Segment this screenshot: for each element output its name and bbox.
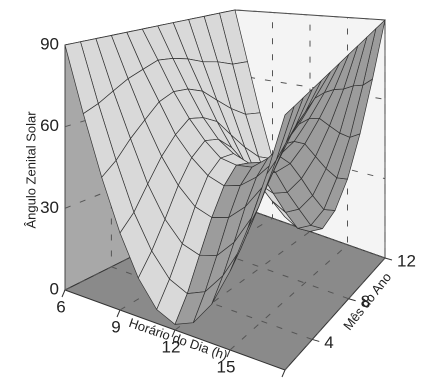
x-tick-label: 6 — [56, 297, 65, 316]
y-tick — [312, 338, 320, 342]
grid-line — [110, 35, 313, 340]
x-tick-label: 18 — [272, 377, 291, 379]
y-tick-label: 8 — [361, 292, 370, 311]
x-tick — [281, 369, 286, 378]
y-tick — [348, 298, 356, 302]
x-tick-label: 15 — [217, 357, 236, 376]
plot — [61, 9, 393, 378]
z-axis-label: Ângulo Zenital Solar — [23, 111, 38, 229]
x-tick — [226, 349, 231, 358]
y-tick — [384, 257, 393, 261]
z-tick-label: 0 — [50, 279, 59, 298]
y-tick-label: 4 — [324, 333, 333, 352]
z-tick-label: 90 — [40, 34, 59, 53]
x-tick-label: 12 — [162, 337, 181, 356]
x-tick — [116, 309, 121, 318]
z-tick-label: 60 — [40, 116, 59, 135]
y-tick-label: 12 — [397, 251, 416, 270]
grid-line — [119, 12, 273, 311]
z-tick-label: 30 — [40, 198, 59, 217]
grid-line — [64, 9, 386, 46]
grid-line — [284, 20, 386, 371]
x-tick-label: 9 — [111, 317, 120, 336]
x-tick — [171, 329, 176, 338]
x-tick — [61, 289, 66, 298]
surface-patch — [266, 106, 295, 175]
